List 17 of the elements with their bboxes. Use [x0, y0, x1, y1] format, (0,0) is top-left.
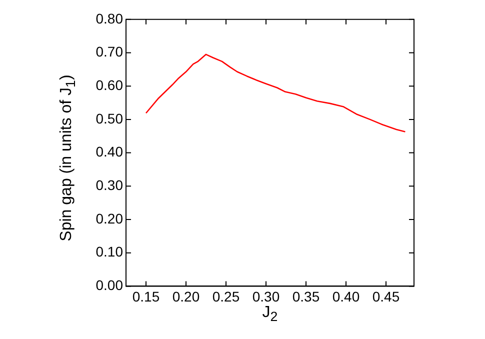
x-tick-label: 0.20: [172, 288, 200, 304]
x-tick-label: 0.35: [292, 288, 320, 304]
x-tick-label: 0.40: [332, 288, 360, 304]
x-tick-label: 0.30: [252, 288, 280, 304]
x-tick-label: 0.15: [132, 288, 160, 304]
y-tick-label: 0.30: [96, 177, 124, 194]
y-tick-label: 0.80: [96, 10, 124, 26]
y-tick-label: 0.20: [96, 210, 124, 226]
y-tick-label: 0.50: [96, 110, 124, 126]
y-tick-label: 0.60: [96, 76, 124, 93]
y-tick-label: 0.10: [96, 244, 124, 260]
y-tick-label: 0.40: [96, 144, 124, 160]
y-tick-label: 0.00: [96, 277, 124, 294]
y-tick-label: 0.70: [96, 44, 124, 60]
x-tick-label: 0.25: [212, 288, 240, 304]
x-tick-label: 0.45: [372, 288, 400, 304]
x-axis-title: J$_{2}$: [262, 304, 278, 324]
